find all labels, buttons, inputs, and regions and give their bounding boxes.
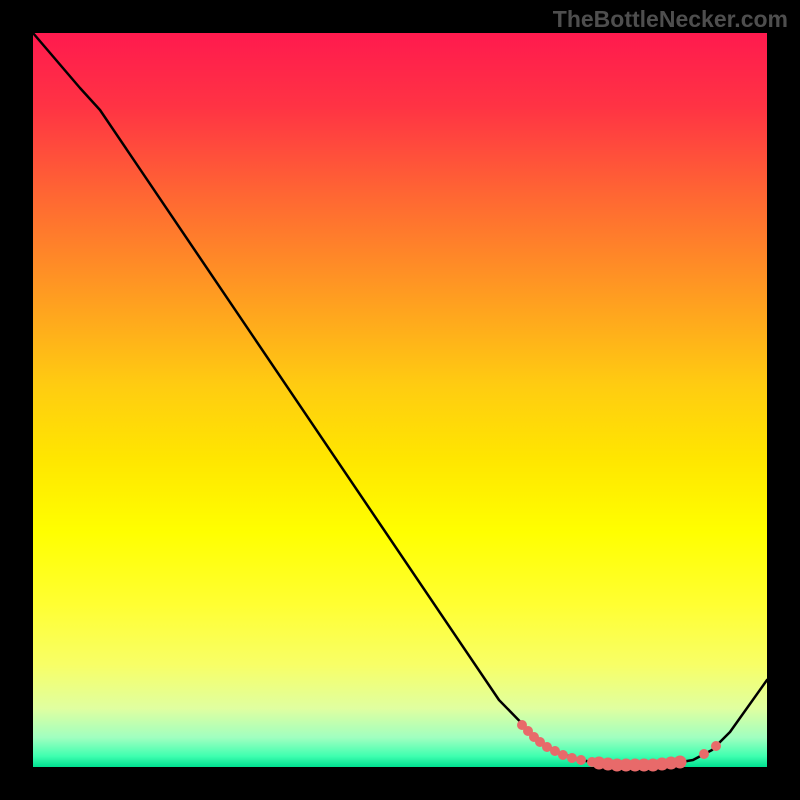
marker-point (576, 755, 586, 765)
chart-svg (0, 0, 800, 800)
marker-point (558, 750, 568, 760)
watermark-text: TheBottleNecker.com (553, 6, 788, 33)
marker-point (674, 756, 687, 769)
chart-container: TheBottleNecker.com (0, 0, 800, 800)
marker-point (699, 749, 709, 759)
marker-point (711, 741, 721, 751)
gradient-background (33, 33, 767, 767)
marker-point (567, 753, 577, 763)
